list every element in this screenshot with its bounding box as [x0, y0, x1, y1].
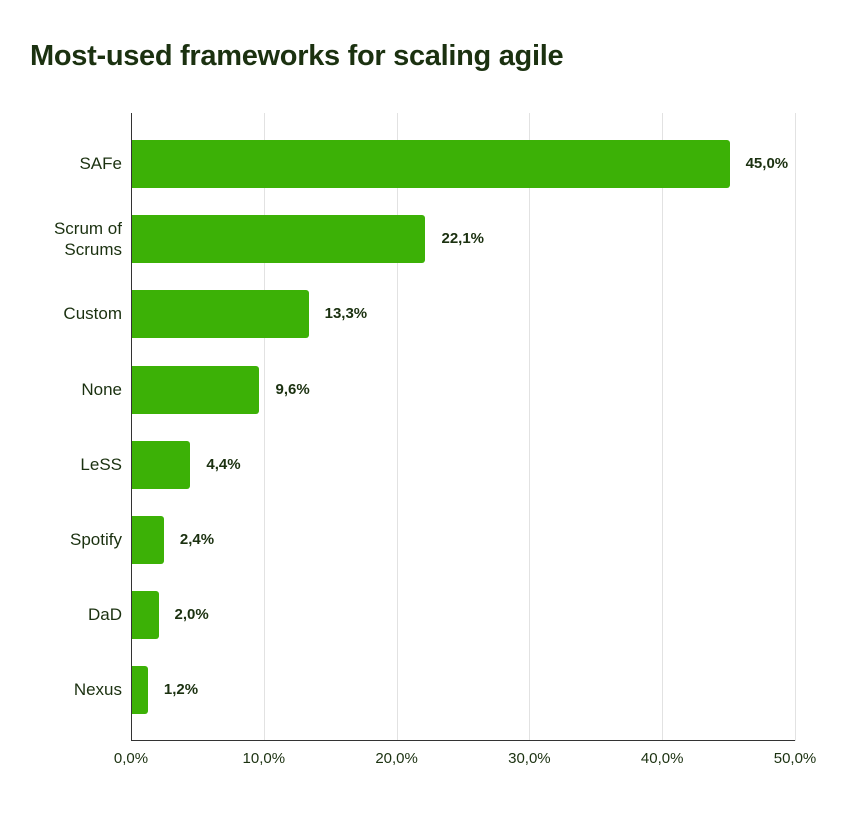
category-label: SAFe: [79, 154, 122, 173]
x-tick-label: 20,0%: [375, 750, 418, 767]
plot-area: 45,0% 22,1% 13,3% 9,6% 4,4% 2,4% 2,0% 1,2%: [131, 113, 796, 741]
bar-value-label: 13,3%: [324, 305, 368, 323]
x-tick-label: 10,0%: [242, 750, 286, 767]
bar-value-label: 2,0%: [174, 606, 209, 624]
category-label: None: [81, 379, 122, 399]
bar: [132, 440, 191, 489]
x-tick-label: 0,0%: [113, 750, 149, 767]
bar-value-label: 45,0%: [745, 155, 789, 172]
bar: [132, 666, 148, 715]
category-label: Scrum of Scrums: [53, 219, 122, 260]
bar-value-label: 9,6%: [275, 380, 310, 398]
x-tick-label: 40,0%: [640, 750, 684, 767]
category-label: Nexus: [73, 680, 122, 700]
bar: [132, 290, 309, 339]
bar: [132, 215, 426, 264]
bar-value-label: 22,1%: [441, 230, 485, 248]
bar-value-label: 4,4%: [206, 455, 241, 473]
chart-title: Most-used frameworks for scaling agile: [30, 40, 564, 72]
bar-value-label: 2,4%: [179, 531, 215, 548]
gridline: [662, 113, 664, 741]
x-tick-label: 30,0%: [508, 750, 551, 767]
bar: [132, 140, 730, 188]
y-axis-line: [131, 113, 132, 741]
category-label: Spotify: [70, 530, 122, 549]
category-label: DaD: [87, 605, 122, 625]
category-label: LeSS: [80, 454, 122, 474]
gridline: [263, 113, 265, 741]
gridline: [795, 113, 796, 741]
x-tick-label: 50,0%: [773, 750, 817, 767]
bar-value-label: 1,2%: [163, 681, 199, 699]
bar: [132, 516, 164, 564]
gridline: [396, 113, 398, 741]
category-label: Custom: [63, 304, 122, 324]
x-axis-line: [131, 740, 795, 741]
gridline: [529, 113, 531, 741]
bar: [132, 591, 159, 640]
bar: [132, 365, 260, 414]
